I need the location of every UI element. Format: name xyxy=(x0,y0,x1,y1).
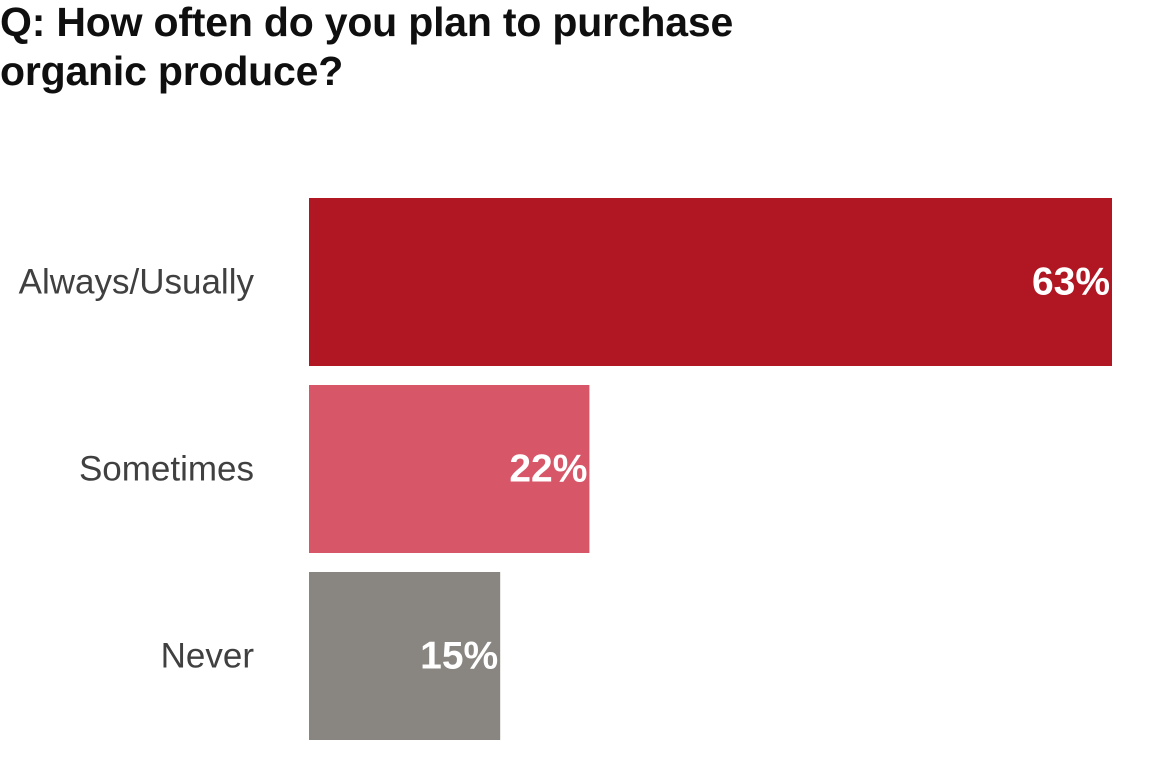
value-label-sometimes: 22% xyxy=(509,448,587,491)
chart-title: Q: How often do you plan to purchase org… xyxy=(0,0,1000,96)
chart-title-line-2: organic produce? xyxy=(0,48,344,94)
category-label-never: Never xyxy=(161,637,255,676)
bar-never xyxy=(309,572,501,740)
value-label-never: 15% xyxy=(420,635,498,678)
bar-always-usually xyxy=(309,198,1112,366)
value-label-always-usually: 63% xyxy=(1032,261,1110,304)
chart-title-line-1: Q: How often do you plan to purchase xyxy=(0,0,734,45)
bar-sometimes xyxy=(309,385,590,553)
category-label-always-usually: Always/Usually xyxy=(19,263,255,302)
category-label-sometimes: Sometimes xyxy=(79,450,254,489)
